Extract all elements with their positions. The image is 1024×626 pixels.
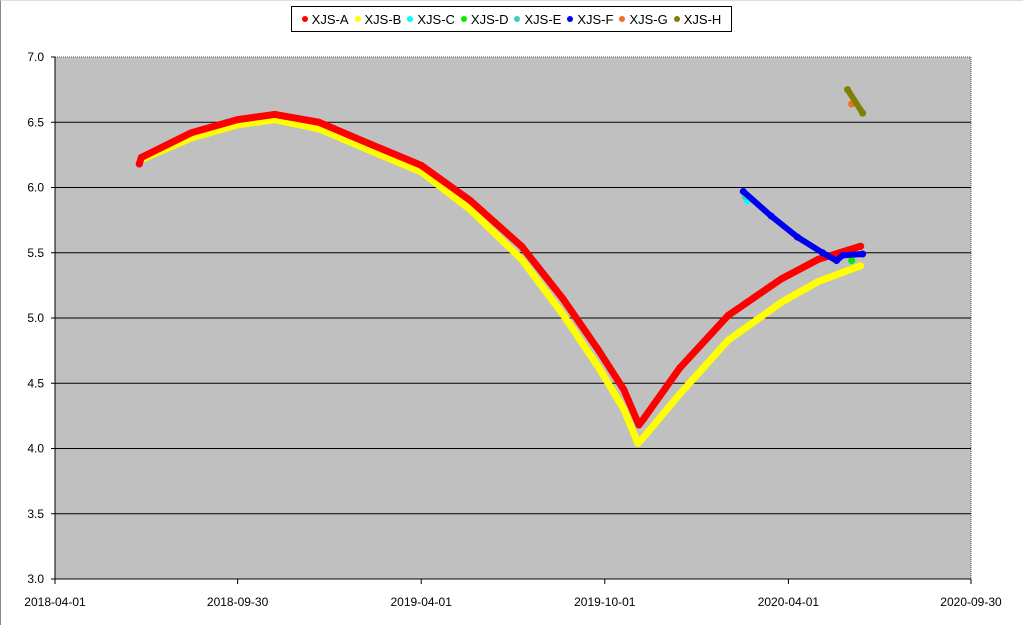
x-tick-label: 2020-04-01: [758, 595, 820, 609]
legend-label: XJS-H: [683, 11, 722, 27]
legend-item-xjs-h: XJS-H: [673, 11, 722, 27]
legend-label: XJS-G: [629, 11, 668, 27]
series-xjs-a-point: [271, 110, 279, 118]
legend-marker: [514, 16, 521, 22]
series-xjs-f-point: [739, 187, 747, 195]
y-tick-label: 6.0: [27, 181, 44, 195]
x-tick-label: 2018-04-01: [24, 595, 86, 609]
series-xjs-f-point: [793, 233, 801, 241]
legend-marker: [567, 16, 574, 22]
series-xjs-b-point: [559, 310, 567, 318]
legend-item-xjs-e: XJS-E: [514, 12, 561, 27]
series-xjs-f-point: [819, 249, 827, 257]
series-xjs-a-point: [315, 118, 323, 126]
legend-item-xjs-d: XJS-D: [460, 11, 509, 27]
series-xjs-b-point: [815, 277, 823, 285]
legend-label: XJS-D: [470, 11, 509, 27]
series-xjs-a-point: [724, 311, 732, 319]
series-xjs-a-point: [620, 386, 628, 394]
legend-marker: [301, 16, 308, 22]
legend-label: XJS-E: [524, 11, 562, 27]
series-xjs-a-point: [676, 364, 684, 372]
series-xjs-b-point: [620, 405, 628, 413]
series-xjs-a-line: [135, 110, 865, 429]
series-xjs-b-point: [518, 255, 526, 263]
series-xjs-b-point: [634, 439, 642, 447]
series-xjs-h-point: [844, 86, 852, 94]
y-tick-label: 4.5: [27, 376, 44, 390]
series-xjs-a-point: [635, 421, 643, 429]
series-xjs-a-point: [559, 294, 567, 302]
legend-marker: [354, 16, 361, 22]
y-tick-label: 4.0: [27, 442, 44, 456]
series-xjs-f-point: [767, 212, 775, 220]
series-xjs-b-point: [595, 364, 603, 372]
legend-marker: [460, 16, 467, 22]
series-xjs-d-point: [848, 257, 856, 265]
x-tick-label: 2019-10-01: [574, 595, 636, 609]
series-xjs-a-point: [137, 153, 145, 161]
series-xjs-h-point: [859, 109, 867, 117]
y-tick-label: 5.0: [27, 311, 44, 325]
legend-item-xjs-a: XJS-A: [301, 11, 349, 27]
series-xjs-b-point: [724, 336, 732, 344]
series-xjs-b-point: [857, 262, 865, 270]
series-xjs-h-line: [844, 86, 866, 117]
series-xjs-a-point: [518, 242, 526, 250]
series-xjs-a-point: [815, 255, 823, 263]
x-tick-label: 2019-04-01: [391, 595, 453, 609]
series-xjs-a-point: [234, 116, 242, 124]
legend-marker: [407, 16, 414, 22]
y-tick-label: 6.5: [27, 115, 44, 129]
y-tick-label: 3.5: [27, 507, 44, 521]
x-tick-label: 2018-09-30: [207, 595, 269, 609]
legend-label: XJS-C: [417, 11, 455, 27]
legend-marker: [673, 16, 680, 22]
series-xjs-a-point: [639, 416, 647, 424]
legend-label: XJS-B: [364, 11, 402, 27]
series-xjs-a-point: [135, 160, 143, 168]
series-xjs-b-point: [639, 434, 647, 442]
y-tick-label: 5.5: [27, 246, 44, 260]
y-tick-label: 7.0: [27, 50, 44, 64]
series-xjs-a-point: [417, 161, 425, 169]
legend-marker: [619, 16, 626, 22]
series-xjs-a-point: [857, 242, 865, 250]
series-xjs-a-point: [777, 275, 785, 283]
legend: XJS-A XJS-B XJS-C XJS-D XJS-E XJS-F XJS-G XJS-H: [291, 6, 732, 32]
legend-label: XJS-A: [311, 11, 349, 27]
legend-item-xjs-c: XJS-C: [407, 12, 455, 27]
legend-item-xjs-f: XJS-F: [567, 12, 613, 27]
series-xjs-f-point: [839, 251, 847, 259]
series-xjs-b-point: [777, 298, 785, 306]
series-xjs-b-point: [367, 147, 375, 155]
series-xjs-a-point: [367, 140, 375, 148]
series-xjs-a-point: [595, 347, 603, 355]
series-xjs-f-point: [833, 257, 841, 265]
series-xjs-f-point: [859, 250, 867, 258]
series-xjs-a-point: [466, 197, 474, 205]
x-tick-label: 2020-09-30: [940, 595, 1002, 609]
series-xjs-a-point: [187, 129, 195, 137]
legend-item-xjs-g: XJS-G: [619, 11, 668, 27]
legend-label: XJS-F: [577, 11, 614, 27]
series-xjs-b-point: [315, 125, 323, 133]
legend-item-xjs-b: XJS-B: [354, 11, 402, 27]
series-xjs-b-point: [466, 206, 474, 214]
series-xjs-b-point: [676, 390, 684, 398]
y-tick-label: 3.0: [27, 572, 44, 586]
